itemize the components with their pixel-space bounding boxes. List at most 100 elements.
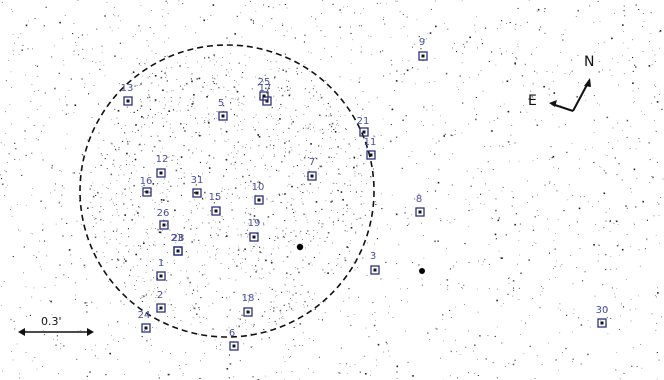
background-star <box>95 234 96 235</box>
background-star <box>489 121 490 123</box>
background-star <box>177 62 179 64</box>
background-star <box>112 201 114 203</box>
background-star <box>302 259 304 261</box>
background-star <box>593 132 595 133</box>
background-star <box>476 16 477 18</box>
background-star <box>194 199 195 201</box>
background-star <box>385 296 386 298</box>
background-star <box>223 86 225 88</box>
background-star <box>231 209 233 211</box>
background-star <box>187 67 189 68</box>
background-star <box>143 216 145 218</box>
background-star <box>313 127 314 129</box>
background-star <box>124 214 126 216</box>
background-star <box>374 243 375 245</box>
background-star <box>134 132 136 133</box>
background-star <box>165 77 167 78</box>
background-star <box>143 295 145 296</box>
source-star <box>195 191 199 195</box>
background-star <box>238 197 240 199</box>
background-star <box>253 269 255 270</box>
background-star <box>4 170 6 171</box>
background-star <box>550 146 552 148</box>
background-star <box>273 301 275 303</box>
background-star <box>233 291 235 293</box>
background-star <box>649 159 651 161</box>
background-star <box>42 159 44 161</box>
background-star <box>582 280 584 282</box>
source-box <box>159 220 169 230</box>
background-star <box>255 10 257 12</box>
background-star <box>213 113 215 115</box>
background-star <box>638 87 639 89</box>
background-star <box>481 43 483 45</box>
background-star <box>279 108 280 109</box>
background-star <box>421 222 422 224</box>
background-star <box>616 174 618 176</box>
background-star <box>42 366 43 367</box>
background-star <box>286 30 288 32</box>
background-star <box>286 7 288 9</box>
background-star <box>236 15 238 17</box>
background-star <box>355 191 357 193</box>
background-star <box>286 310 288 312</box>
background-star <box>225 236 226 238</box>
background-star <box>166 91 168 93</box>
background-star <box>162 117 164 119</box>
background-star <box>180 85 181 87</box>
background-star <box>478 260 479 262</box>
background-star <box>380 2 382 4</box>
background-star <box>328 115 330 117</box>
source-markers: 1235678910111213151617181921232425262830… <box>121 37 608 351</box>
background-star <box>492 169 494 171</box>
background-star <box>274 154 275 155</box>
background-star <box>288 94 291 97</box>
background-star <box>293 230 295 232</box>
background-star <box>116 117 118 119</box>
background-star <box>65 96 66 98</box>
background-star <box>250 180 252 183</box>
background-star <box>446 220 448 221</box>
background-star <box>335 183 337 184</box>
background-star <box>325 200 327 202</box>
background-star <box>285 233 286 235</box>
source-marker-3: 3 <box>370 251 380 275</box>
background-star <box>99 68 101 70</box>
background-star <box>504 366 506 367</box>
background-star <box>362 108 364 110</box>
background-star <box>225 96 227 98</box>
background-star <box>190 310 191 311</box>
background-star <box>303 183 304 185</box>
background-star <box>152 73 153 74</box>
background-star <box>201 66 202 68</box>
background-star <box>442 314 444 316</box>
background-star <box>209 256 211 258</box>
background-star <box>136 280 137 281</box>
background-star <box>626 136 628 138</box>
background-star <box>261 315 263 317</box>
background-star <box>227 90 229 91</box>
background-star <box>186 277 188 279</box>
background-star <box>143 281 145 282</box>
background-star <box>257 187 259 189</box>
background-star <box>513 289 515 291</box>
background-star <box>250 19 253 21</box>
background-star <box>1 286 2 287</box>
background-star <box>162 229 163 231</box>
background-star <box>284 53 286 55</box>
background-star <box>208 222 210 224</box>
background-star <box>65 113 67 115</box>
background-star <box>316 158 318 160</box>
background-star <box>149 96 151 98</box>
background-star <box>300 159 301 161</box>
background-star <box>177 323 178 324</box>
background-star <box>386 224 388 226</box>
background-star <box>123 337 125 339</box>
background-star <box>131 192 132 193</box>
background-star <box>473 350 474 352</box>
background-star <box>521 75 523 77</box>
background-star <box>423 125 424 126</box>
background-star <box>546 71 548 72</box>
background-star <box>222 57 223 58</box>
background-star <box>152 150 154 152</box>
